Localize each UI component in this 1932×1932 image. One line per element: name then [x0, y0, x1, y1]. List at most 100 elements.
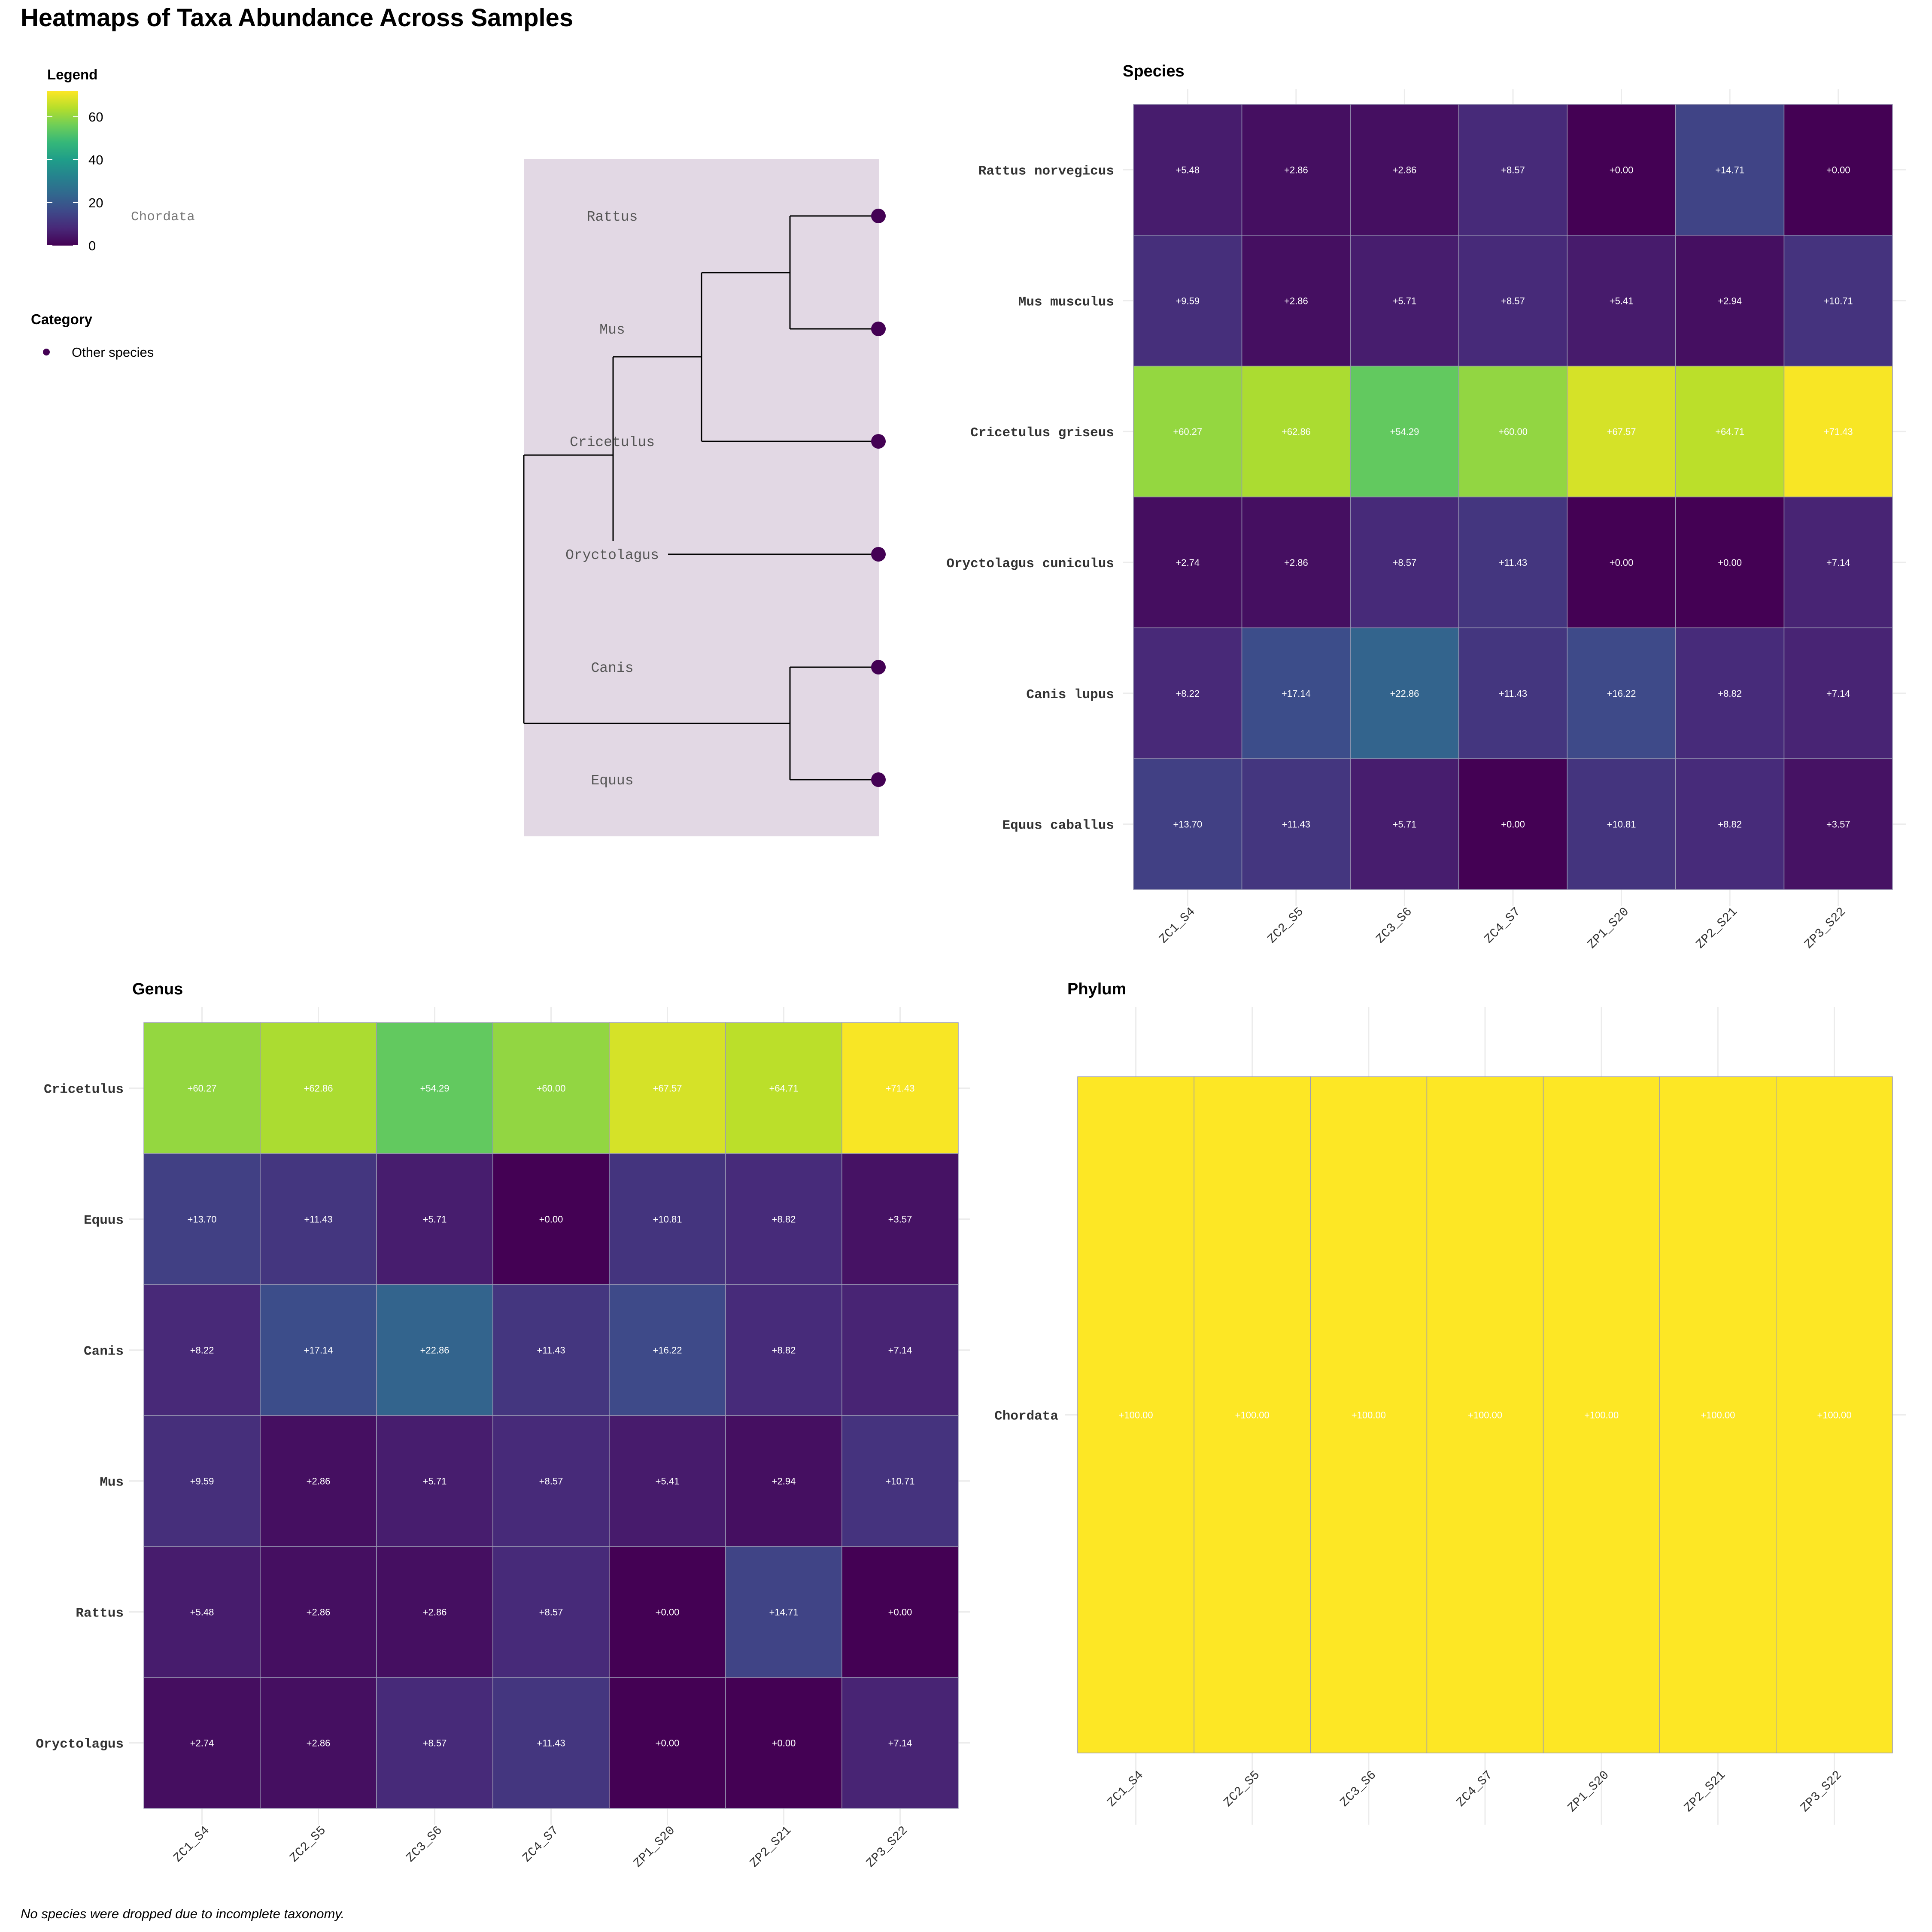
cell-value-label: +5.71 [1393, 819, 1417, 830]
cell-value-label: +7.14 [1826, 688, 1850, 699]
heatmap-cell [1350, 104, 1459, 236]
heatmap-cell [376, 1022, 493, 1154]
cell-value-label: +60.00 [1498, 426, 1528, 437]
cell-value-label: +100.00 [1701, 1410, 1735, 1421]
tree-tip-point [871, 660, 886, 674]
cell-value-label: +3.57 [888, 1214, 912, 1225]
legend-side-label: Chordata [131, 210, 195, 225]
x-tick-label: ZP3_S22 [1802, 905, 1849, 951]
tree-tip-label: Oryctolagus [565, 547, 659, 563]
tree-tip-point [871, 322, 886, 336]
heatmap-cell [725, 1153, 842, 1285]
heatmap-cell [1783, 758, 1893, 890]
cell-value-label: +60.00 [537, 1083, 566, 1094]
genus-panel-title: Genus [132, 980, 183, 998]
heatmap-cell [841, 1022, 959, 1154]
legend-tick-label: 0 [88, 238, 96, 253]
heatmap-cell [725, 1284, 842, 1416]
cell-value-label: +2.86 [307, 1738, 331, 1749]
cell-value-label: +100.00 [1352, 1410, 1386, 1421]
cell-value-label: +0.00 [888, 1607, 912, 1618]
heatmap-cell [143, 1546, 261, 1678]
heatmap-cell [1567, 365, 1676, 498]
heatmap-cell [1659, 1076, 1777, 1753]
cell-value-label: +11.43 [1282, 819, 1310, 830]
species-heatmap: Species +5.48 +2.86 +2.86 +8.57 +0.00 +14.71 +0… [946, 62, 1906, 952]
cell-value-label: +2.94 [1718, 295, 1742, 306]
x-tick-label: ZC2_S5 [1221, 1768, 1263, 1810]
cell-value-label: +17.14 [1282, 688, 1311, 699]
heatmap-cell [1133, 496, 1242, 629]
heatmap-cell [1241, 496, 1351, 629]
y-tick-label: Oryctolagus [36, 1737, 124, 1752]
y-tick-label: Cricetulus [44, 1082, 124, 1097]
cell-value-label: +10.81 [653, 1214, 682, 1225]
cell-value-label: +8.57 [539, 1476, 563, 1487]
tree-tip-point [871, 209, 886, 223]
heatmap-cell [841, 1153, 959, 1285]
cell-value-label: +8.57 [1501, 295, 1525, 306]
x-tick-label: ZC3_S6 [1337, 1768, 1379, 1810]
tree-tip-point [871, 772, 886, 787]
cell-value-label: +8.57 [1501, 164, 1525, 175]
cell-value-label: +60.27 [188, 1083, 217, 1094]
heatmap-cell [1241, 365, 1351, 498]
heatmap-cell [492, 1677, 610, 1809]
cell-value-label: +14.71 [769, 1607, 799, 1618]
y-tick-label: Canis lupus [1026, 687, 1114, 702]
cell-value-label: +14.71 [1715, 164, 1744, 175]
cell-value-label: +5.71 [1393, 295, 1417, 306]
cell-value-label: +8.22 [190, 1345, 214, 1356]
heatmap-cell [1675, 104, 1785, 236]
cell-value-label: +0.00 [656, 1738, 680, 1749]
cell-value-label: +7.14 [888, 1738, 912, 1749]
heatmap-cell [609, 1153, 726, 1285]
heatmap-cell [492, 1022, 610, 1154]
cell-value-label: +0.00 [1501, 819, 1525, 830]
cell-value-label: +2.86 [307, 1607, 331, 1618]
phylum-panel-title: Phylum [1067, 980, 1126, 998]
heatmap-cell [1543, 1076, 1660, 1753]
cell-value-label: +13.70 [188, 1214, 217, 1225]
heatmap-cell [1675, 627, 1785, 759]
cell-value-label: +7.14 [1826, 557, 1850, 568]
x-tick-label: ZC4_S7 [520, 1823, 562, 1865]
heatmap-cell [609, 1546, 726, 1678]
heatmap-cell [841, 1677, 959, 1809]
cell-value-label: +0.00 [656, 1607, 680, 1618]
cell-value-label: +67.57 [1607, 426, 1636, 437]
heatmap-cell [1783, 365, 1893, 498]
cell-value-label: +2.86 [1284, 557, 1308, 568]
category-legend-label: Other species [72, 345, 154, 360]
heatmap-cell [725, 1677, 842, 1809]
heatmap-cell [609, 1415, 726, 1547]
cell-value-label: +5.41 [1610, 295, 1634, 306]
cell-value-label: +22.86 [420, 1345, 450, 1356]
cell-value-label: +11.43 [537, 1738, 565, 1749]
cell-value-label: +10.71 [1824, 295, 1853, 306]
heatmap-cell [1133, 235, 1242, 367]
x-tick-label: ZC1_S4 [1105, 1768, 1146, 1810]
cell-value-label: +8.57 [539, 1607, 563, 1618]
cell-value-label: +10.81 [1607, 819, 1636, 830]
heatmap-cell [1567, 758, 1676, 890]
heatmap-cell [725, 1022, 842, 1154]
cell-value-label: +54.29 [420, 1083, 450, 1094]
y-tick-label: Chordata [994, 1409, 1058, 1424]
heatmap-cell [609, 1284, 726, 1416]
category-legend-dot [43, 349, 50, 355]
tree-tip-label: Equus [591, 773, 633, 789]
heatmap-cell [1133, 104, 1242, 236]
heatmap-cell [492, 1284, 610, 1416]
heatmap-cell [1567, 235, 1676, 367]
heatmap-cell [143, 1677, 261, 1809]
heatmap-cell [143, 1153, 261, 1285]
x-tick-label: ZC4_S7 [1454, 1768, 1495, 1810]
x-tick-label: ZP3_S22 [1798, 1768, 1844, 1815]
heatmap-cell [1567, 627, 1676, 759]
cell-value-label: +71.43 [886, 1083, 915, 1094]
figure-title: Heatmaps of Taxa Abundance Across Sample… [21, 4, 574, 32]
cell-value-label: +2.86 [1284, 164, 1308, 175]
heatmap-cell [1783, 496, 1893, 629]
cell-value-label: +5.71 [423, 1214, 447, 1225]
